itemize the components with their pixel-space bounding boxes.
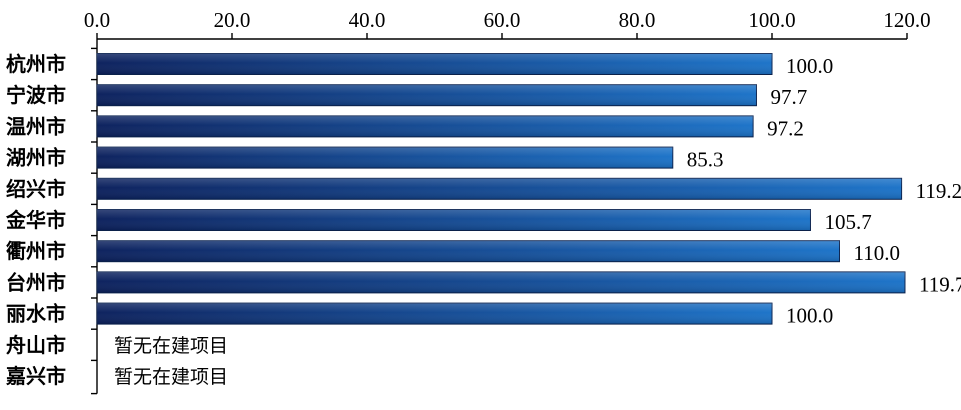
x-tick-label: 80.0 [619,8,656,32]
bar-shine [97,209,811,231]
x-axis: 0.0 20.0 40.0 60.0 80.0 100.0 120.0 [84,8,931,40]
x-tick-label: 100.0 [748,8,795,32]
no-project-note: 暂无在建项目 [114,335,228,357]
x-tick-label: 20.0 [214,8,251,32]
bar-shine [97,240,840,262]
category-label: 舟山市 [6,333,66,357]
value-label: 100.0 [786,304,833,328]
x-tick-label: 120.0 [883,8,930,32]
value-label: 110.0 [854,241,900,265]
category-label: 绍兴市 [6,177,66,201]
no-project-note: 暂无在建项目 [114,366,228,388]
category-label: 宁波市 [6,83,66,107]
bar-shine [97,84,757,106]
x-tick-label: 60.0 [484,8,521,32]
category-label: 衢州市 [6,239,66,263]
bar-shine [97,303,772,325]
value-label: 119.7 [919,272,961,296]
x-tick-label: 0.0 [84,8,110,32]
bars [96,53,906,325]
bar-shine [97,271,905,293]
category-label: 丽水市 [6,302,66,326]
value-label: 119.2 [916,179,961,203]
labels: 100.0 97.7 97.2 85.3 119.2 105.7 110.0 119.7 100… [114,54,961,388]
bar-shine [97,178,902,200]
value-label: 97.2 [767,116,804,140]
category-label: 杭州市 [6,52,66,76]
value-label: 105.7 [824,210,871,234]
bar-shine [97,115,754,137]
category-label: 金华市 [5,208,66,232]
bar-shine [97,147,673,169]
category-label: 湖州市 [6,146,66,170]
category-label: 台州市 [6,270,66,294]
category-label: 嘉兴市 [5,364,66,388]
category-label: 温州市 [6,114,66,138]
bar-shine [97,53,772,75]
value-label: 97.7 [770,85,807,109]
value-label: 100.0 [786,54,833,78]
value-label: 85.3 [687,148,724,172]
x-tick-label: 40.0 [349,8,386,32]
